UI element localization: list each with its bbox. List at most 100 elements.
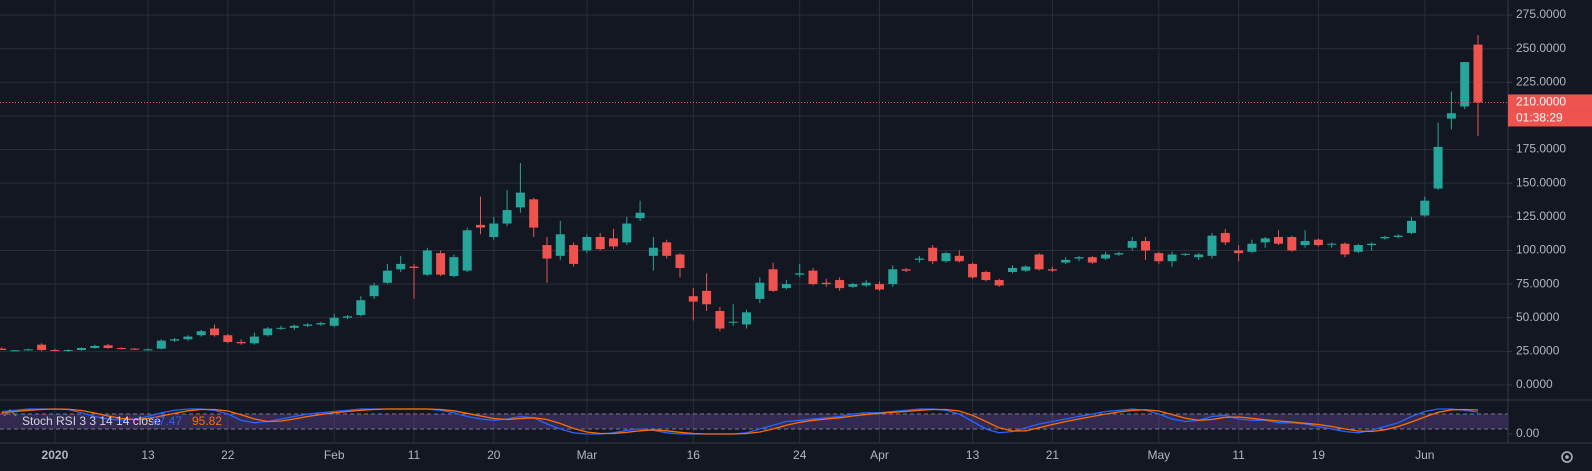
candle-body <box>835 280 845 289</box>
candle-body <box>1313 239 1323 246</box>
grid <box>0 0 1508 443</box>
candle-body <box>489 223 499 237</box>
x-tick-label: Apr <box>870 448 889 462</box>
candle-body <box>662 242 672 256</box>
candle-body <box>1180 253 1190 255</box>
candle-body <box>1247 243 1257 252</box>
candle-body <box>768 269 778 291</box>
x-tick-label: 19 <box>1312 448 1326 462</box>
candle-body <box>1008 267 1017 272</box>
candle-body <box>396 263 406 270</box>
candle-body <box>1234 250 1244 254</box>
candle-body <box>555 234 565 256</box>
candle-body <box>954 255 964 262</box>
x-tick-label: 24 <box>793 448 807 462</box>
candle-body <box>1407 220 1416 233</box>
candle-body <box>888 269 898 285</box>
candle-body <box>515 192 525 208</box>
candle-body <box>861 282 871 286</box>
candle-body <box>742 312 751 325</box>
candle-body <box>808 270 818 285</box>
candle-body <box>688 296 698 302</box>
candle-body <box>143 349 153 351</box>
candle-body <box>1074 257 1084 259</box>
candle-body <box>569 245 579 264</box>
y-tick-label: 0.00 <box>1516 426 1540 440</box>
x-tick-label: 11 <box>408 448 421 462</box>
candle-body <box>116 348 126 349</box>
candle-body <box>582 237 592 251</box>
candle-body <box>196 331 206 336</box>
candle-body <box>1380 237 1390 239</box>
last-price-label: 210.0000 <box>1516 95 1566 109</box>
candle-body <box>1194 254 1204 258</box>
candle-body <box>449 257 459 277</box>
candle-body <box>968 263 978 278</box>
candle-body <box>103 345 113 348</box>
indicator-value: 95.82 <box>192 414 222 428</box>
y-tick-label: 275.0000 <box>1516 7 1566 21</box>
gear[interactable] <box>1561 451 1573 463</box>
candle-body <box>848 284 858 287</box>
countdown-label: 01:38:29 <box>1516 111 1563 125</box>
candle-body <box>1101 254 1111 259</box>
y-tick-label: 225.0000 <box>1516 74 1566 88</box>
candle-body <box>63 350 73 352</box>
x-tick-label: 2020 <box>42 448 69 462</box>
y-tick-label: 175.0000 <box>1516 142 1566 156</box>
candle-body <box>1460 62 1470 107</box>
candle-body <box>981 271 991 281</box>
candle-body <box>382 270 392 283</box>
settings-icon[interactable] <box>1561 451 1573 463</box>
band-fill <box>0 414 1508 429</box>
candle-body <box>542 245 552 259</box>
candle-body <box>476 224 485 228</box>
candle-body <box>1353 245 1363 252</box>
countdown-tag <box>1508 110 1592 127</box>
candle-body <box>1114 253 1124 255</box>
y-tick-label: 0.0000 <box>1516 377 1553 391</box>
candle-body <box>648 247 658 256</box>
y-tick-label: 125.0000 <box>1516 209 1566 223</box>
candle-body <box>1167 254 1177 262</box>
candle-body <box>795 273 805 275</box>
candle-body <box>10 350 20 352</box>
candle-body <box>1207 235 1217 256</box>
candle-body <box>249 336 259 344</box>
x-tick-label: Jun <box>1415 448 1434 462</box>
indicator-value: 87.47 <box>152 414 182 428</box>
candle-body <box>529 199 539 228</box>
candle-body <box>1327 243 1337 245</box>
candle-body <box>50 350 60 352</box>
y-tick-label: 75.0000 <box>1516 276 1560 290</box>
candle-body <box>1393 235 1403 237</box>
indicator-line <box>1 408 1479 435</box>
candle-body <box>502 210 512 224</box>
x-tick-label: 13 <box>966 448 980 462</box>
candle-body <box>1340 243 1350 255</box>
x-tick-label: Feb <box>324 448 345 462</box>
candle-body <box>1473 44 1483 103</box>
candle-body <box>728 321 738 323</box>
candle-body <box>1274 237 1283 244</box>
candle-body <box>1287 237 1297 251</box>
candle-body <box>821 282 831 285</box>
candle-body <box>422 250 432 275</box>
candle-body <box>1260 238 1270 243</box>
candle-body <box>210 328 219 336</box>
y-tick-label: 50.0000 <box>1516 310 1560 324</box>
candle-body <box>77 348 86 351</box>
candle-body <box>635 212 645 219</box>
x-tick-label: 22 <box>221 448 235 462</box>
candle-body <box>994 280 1004 286</box>
candle-body <box>609 238 618 247</box>
candle-body <box>928 247 938 262</box>
candle-body <box>1141 241 1150 251</box>
candle-body <box>356 300 366 316</box>
gear-center[interactable] <box>1565 455 1569 459</box>
candle-body <box>755 282 765 299</box>
candle-body <box>1061 259 1071 263</box>
candle-body <box>1127 241 1137 248</box>
candle-body <box>329 317 339 326</box>
